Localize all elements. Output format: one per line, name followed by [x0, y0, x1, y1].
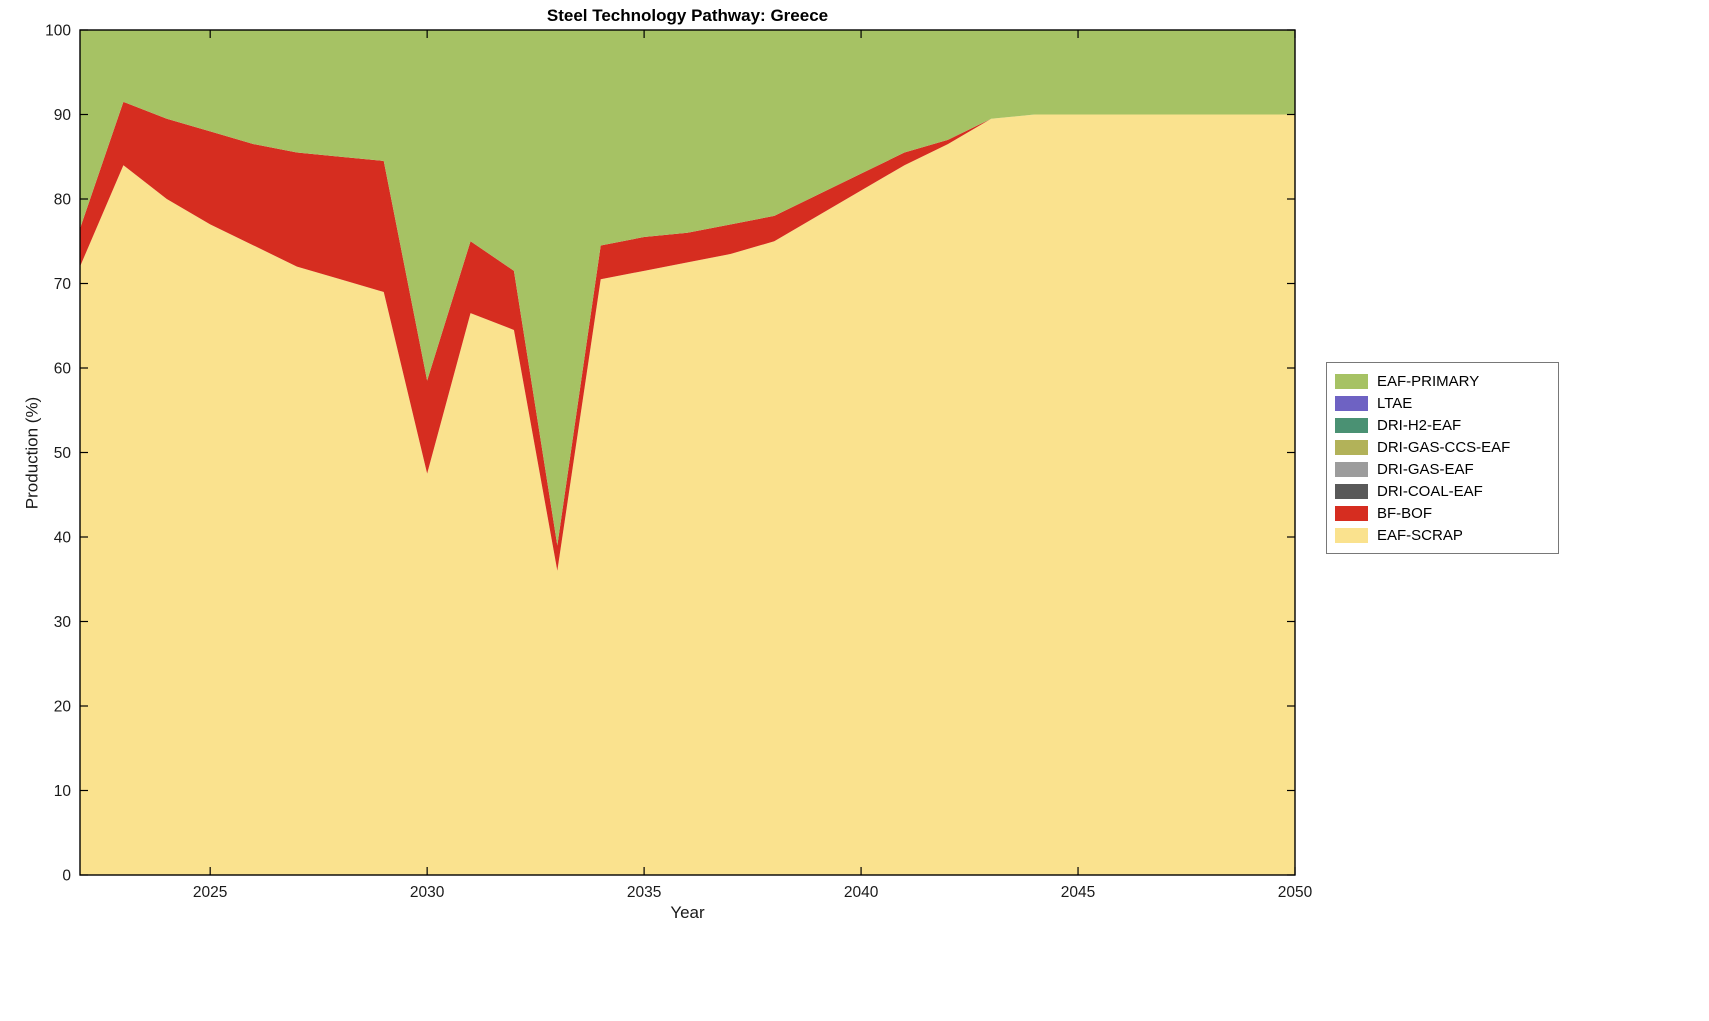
y-tick-label: 30: [54, 614, 72, 631]
legend-swatch-dri-h2-eaf: [1335, 417, 1368, 433]
y-tick-label: 10: [54, 783, 72, 800]
legend-label: DRI-GAS-EAF: [1377, 460, 1474, 478]
legend-label: LTAE: [1377, 394, 1413, 412]
legend-item-ltae: LTAE: [1335, 392, 1548, 414]
legend-label: EAF-PRIMARY: [1377, 372, 1480, 390]
legend-swatch-eaf-scrap: [1335, 527, 1368, 543]
legend-item-dri-coal-eaf: DRI-COAL-EAF: [1335, 480, 1548, 502]
legend-item-dri-gas-eaf: DRI-GAS-EAF: [1335, 458, 1548, 480]
legend-swatch-dri-gas-eaf: [1335, 461, 1368, 477]
legend-swatch-dri-coal-eaf: [1335, 483, 1368, 499]
legend-label: DRI-H2-EAF: [1377, 416, 1462, 434]
legend-label: DRI-COAL-EAF: [1377, 482, 1483, 500]
y-axis-label: Production (%): [22, 396, 42, 510]
x-tick-label: 2050: [1278, 884, 1313, 901]
x-tick-label: 2035: [627, 884, 661, 901]
legend: EAF-PRIMARY LTAE DRI-H2-EAF DRI-GAS-CCS-EAF…: [1326, 362, 1559, 554]
x-tick-label: 2045: [1061, 884, 1095, 901]
y-tick-label: 40: [54, 530, 72, 547]
chart-title: Steel Technology Pathway: Greece: [546, 6, 829, 25]
legend-item-dri-gas-ccs-eaf: DRI-GAS-CCS-EAF: [1335, 436, 1548, 458]
x-tick-label: 2040: [844, 884, 879, 901]
y-tick-label: 50: [54, 445, 72, 462]
legend-swatch-dri-gas-ccs-eaf: [1335, 439, 1368, 455]
legend-label: DRI-GAS-CCS-EAF: [1377, 438, 1511, 456]
x-tick-label: 2030: [410, 884, 445, 901]
legend-swatch-ltae: [1335, 395, 1368, 411]
legend-item-eaf-primary: EAF-PRIMARY: [1335, 370, 1548, 392]
legend-swatch-bf-bof: [1335, 505, 1368, 521]
y-tick-label: 100: [45, 23, 71, 40]
area-eaf-scrap: [80, 114, 1295, 875]
legend-item-eaf-scrap: EAF-SCRAP: [1335, 524, 1548, 546]
y-tick-label: 80: [54, 192, 72, 209]
y-tick-label: 70: [54, 276, 72, 293]
y-tick-label: 20: [54, 699, 72, 716]
y-tick-label: 90: [54, 107, 72, 124]
legend-swatch-eaf-primary: [1335, 373, 1368, 389]
x-tick-label: 2025: [193, 884, 227, 901]
legend-item-dri-h2-eaf: DRI-H2-EAF: [1335, 414, 1548, 436]
legend-label: EAF-SCRAP: [1377, 526, 1463, 544]
area-eaf-primary: [80, 30, 1295, 546]
y-tick-label: 60: [54, 361, 72, 378]
area-bf-bof: [80, 101, 1295, 571]
y-tick-label: 0: [62, 868, 71, 885]
legend-label: BF-BOF: [1377, 504, 1432, 522]
legend-item-bf-bof: BF-BOF: [1335, 502, 1548, 524]
x-axis-label: Year: [670, 903, 705, 922]
